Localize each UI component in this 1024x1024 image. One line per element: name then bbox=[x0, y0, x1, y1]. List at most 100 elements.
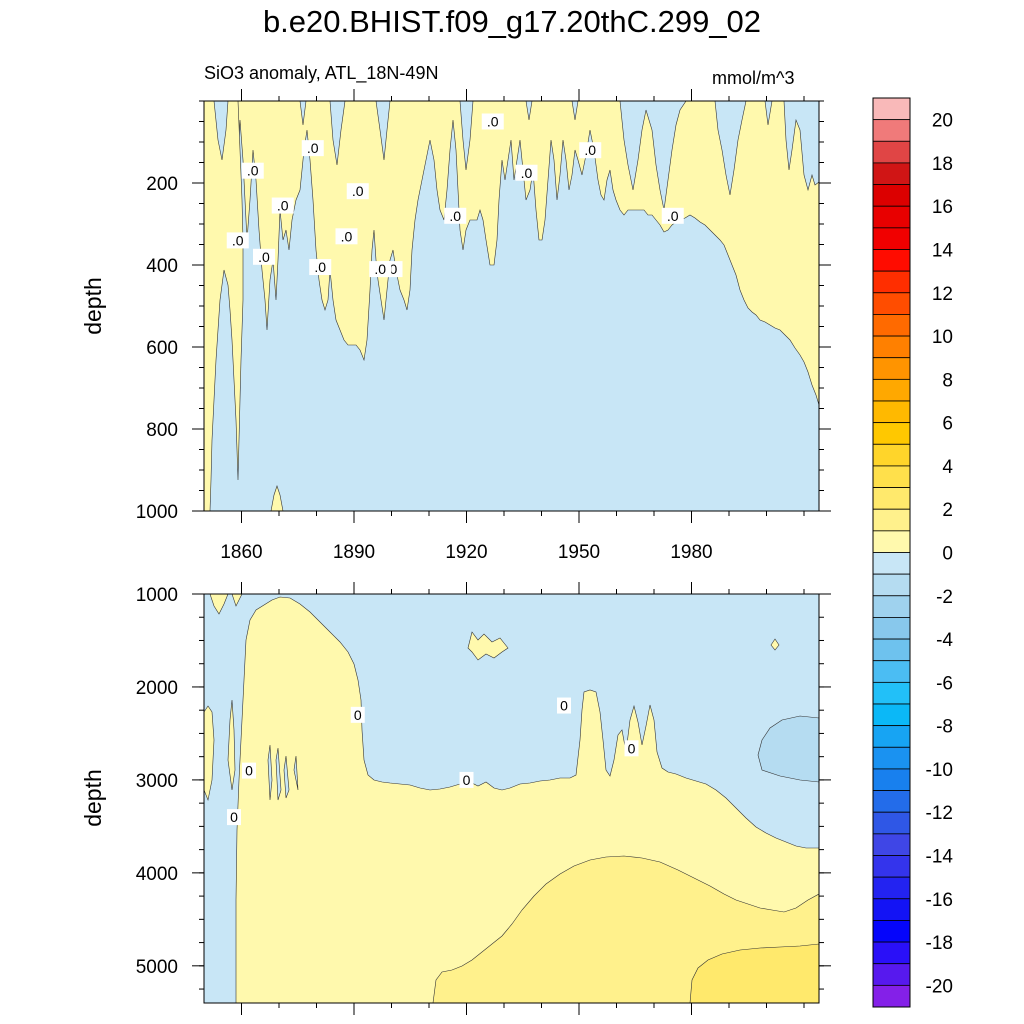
colorbar-tick-label: -16 bbox=[926, 890, 953, 911]
contour-label-box bbox=[444, 207, 467, 224]
lower-contour-labels: 0 0 0 0 0 0 bbox=[227, 697, 639, 826]
contour-label: 0 bbox=[463, 772, 471, 788]
y-tick-label: 400 bbox=[146, 256, 178, 277]
contour-label-box bbox=[301, 140, 324, 157]
colorbar-frame bbox=[872, 97, 911, 1008]
contour-label: .0 bbox=[352, 183, 364, 199]
negative-region bbox=[329, 101, 346, 166]
contour-label-box bbox=[253, 248, 275, 265]
colorbar-tick-label: 14 bbox=[932, 241, 954, 262]
colorbar-tick-label: -20 bbox=[926, 976, 953, 997]
lower-frame bbox=[203, 593, 820, 1004]
contour-label-box bbox=[241, 162, 264, 179]
colorbar-swatch bbox=[872, 811, 911, 835]
x-tick-label: 1980 bbox=[670, 542, 712, 563]
y-tick-label: 1000 bbox=[136, 585, 178, 606]
lower-panel: 1000 2000 3000 4000 5000 0 0 0 0 0 0 depth bbox=[80, 582, 831, 1015]
colorbar-swatch bbox=[872, 595, 911, 618]
colorbar-swatch bbox=[872, 465, 911, 488]
contour-label: 0 bbox=[354, 707, 362, 723]
y-tick-label: 600 bbox=[146, 338, 178, 359]
x-tick-label: 1920 bbox=[445, 542, 487, 563]
colorbar-tick-label: -8 bbox=[936, 717, 953, 738]
negative-region bbox=[299, 101, 307, 126]
contour-label-box bbox=[271, 197, 294, 214]
colorbar-swatch bbox=[872, 876, 911, 900]
upper-panel: 200 400 600 800 1000 1860 1890 1920 1950 1980 .0… bbox=[80, 89, 831, 563]
contour-label: .0 bbox=[521, 165, 533, 181]
contour-label: .0 bbox=[584, 142, 596, 158]
colorbar-swatch bbox=[872, 487, 911, 510]
contour-label: .0 bbox=[258, 249, 270, 265]
contour-label-box bbox=[346, 183, 369, 200]
chart-units: mmol/m^3 bbox=[712, 68, 795, 88]
negative-region bbox=[283, 755, 290, 799]
contour-label-box bbox=[459, 771, 474, 788]
contour-label-box bbox=[661, 207, 684, 224]
colorbar-labels: 20181614121086420-2-4-6-8-10-12-14-16-18… bbox=[926, 111, 954, 998]
colorbar-swatch bbox=[872, 184, 911, 207]
negative-region bbox=[213, 101, 229, 161]
colorbar-swatch bbox=[872, 790, 911, 813]
colorbar-swatch bbox=[872, 725, 911, 748]
colorbar-swatch bbox=[872, 443, 911, 467]
colorbar-swatch bbox=[872, 638, 911, 662]
chart-subtitle: SiO3 anomaly, ATL_18N-49N bbox=[204, 63, 439, 83]
positive-region bbox=[770, 638, 780, 651]
contour-label-box bbox=[557, 697, 571, 714]
contour-label: 0 bbox=[560, 698, 568, 714]
colorbar-tick-label: 0 bbox=[942, 544, 953, 565]
contour-label-box bbox=[242, 762, 256, 779]
contour-label: .0 bbox=[374, 261, 386, 277]
contour-label-box bbox=[579, 142, 602, 159]
colorbar-swatch bbox=[872, 508, 911, 532]
colorbar-swatch bbox=[872, 552, 911, 575]
contour-label: .0 bbox=[307, 140, 319, 156]
colorbar-swatch bbox=[872, 162, 911, 185]
contour-label-box bbox=[350, 706, 365, 723]
negative-region bbox=[714, 101, 747, 196]
upper-y-axis-label: depth bbox=[80, 277, 106, 335]
colorbar-swatch bbox=[872, 400, 911, 424]
colorbar bbox=[872, 97, 911, 1008]
colorbar-swatch bbox=[872, 140, 911, 164]
colorbar-tick-label: 2 bbox=[942, 500, 953, 521]
colorbar-swatch bbox=[872, 963, 911, 986]
x-tick-label: 1950 bbox=[558, 542, 600, 563]
contour-label: .0 bbox=[277, 198, 289, 214]
negative-region-2 bbox=[757, 715, 819, 783]
positive-region bbox=[270, 485, 284, 511]
colorbar-swatch bbox=[872, 357, 911, 380]
contour-label-box bbox=[515, 164, 538, 181]
colorbar-swatch bbox=[872, 422, 911, 445]
colorbar-tick-label: 20 bbox=[932, 111, 953, 132]
contour-label: .0 bbox=[314, 259, 326, 275]
lower-x-ticks bbox=[241, 582, 805, 1015]
contour-label-box bbox=[226, 232, 249, 249]
colorbar-swatch bbox=[872, 746, 911, 770]
negative-region bbox=[275, 747, 282, 801]
colorbar-tick-label: -12 bbox=[926, 803, 953, 824]
positive-region bbox=[204, 705, 215, 802]
positive-region bbox=[227, 699, 236, 791]
negative-region bbox=[764, 101, 773, 126]
positive-region bbox=[204, 101, 244, 511]
contour-label: 0 bbox=[628, 740, 636, 756]
positive-region bbox=[209, 594, 229, 615]
colorbar-swatch bbox=[872, 768, 911, 791]
colorbar-swatch bbox=[872, 660, 911, 683]
colorbar-swatch bbox=[872, 314, 911, 337]
colorbar-tick-label: 6 bbox=[942, 414, 953, 435]
colorbar-swatch bbox=[872, 920, 911, 943]
x-tick-label: 1890 bbox=[333, 542, 375, 563]
colorbar-swatch bbox=[872, 681, 911, 705]
contour-label: .0 bbox=[232, 232, 244, 248]
lower-y-ticks: 1000 2000 3000 4000 5000 bbox=[136, 585, 831, 990]
contour-label-box bbox=[624, 740, 639, 757]
y-tick-label: 1000 bbox=[136, 502, 178, 523]
lower-y-axis-label: depth bbox=[80, 769, 106, 827]
colorbar-swatch bbox=[872, 119, 911, 142]
contour-label: .0 bbox=[487, 114, 499, 130]
colorbar-swatch bbox=[872, 270, 911, 294]
colorbar-tick-label: -10 bbox=[926, 760, 953, 781]
